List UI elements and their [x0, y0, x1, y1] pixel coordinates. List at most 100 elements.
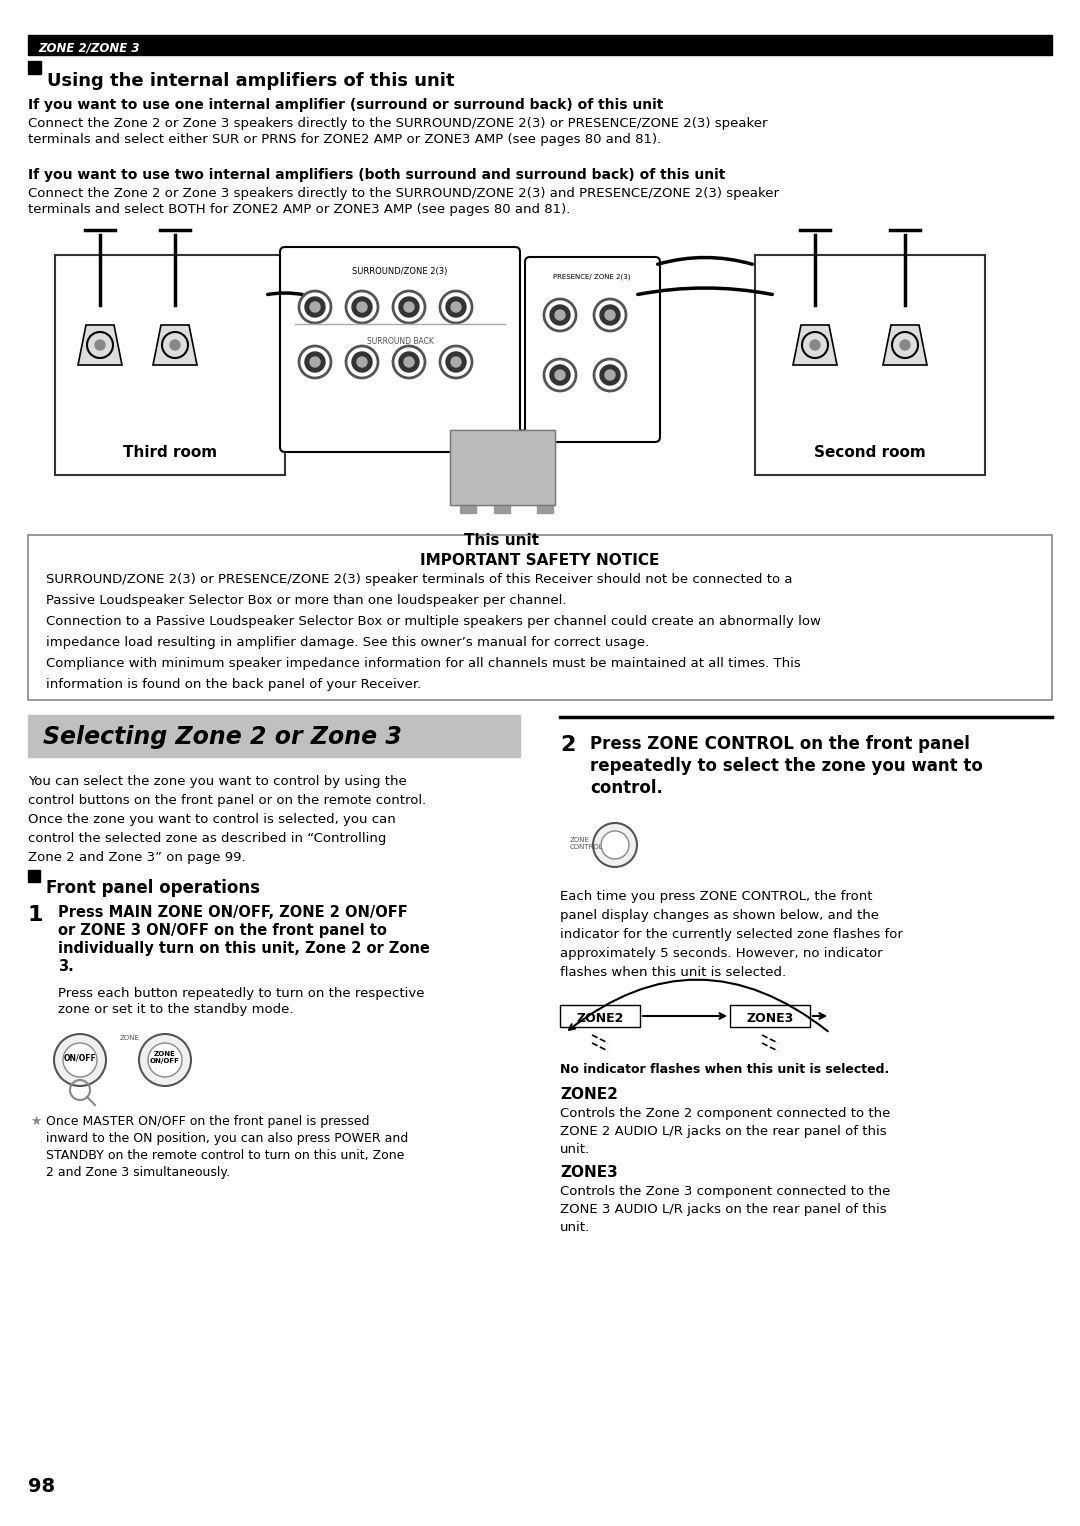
Text: No indicator flashes when this unit is selected.: No indicator flashes when this unit is s…: [561, 1064, 889, 1076]
Circle shape: [446, 298, 465, 317]
Text: zone or set it to the standby mode.: zone or set it to the standby mode.: [58, 1003, 294, 1016]
Circle shape: [593, 823, 637, 867]
Text: Controls the Zone 3 component connected to the: Controls the Zone 3 component connected …: [561, 1186, 890, 1198]
Text: individually turn on this unit, Zone 2 or Zone: individually turn on this unit, Zone 2 o…: [58, 942, 430, 955]
Text: Connect the Zone 2 or Zone 3 speakers directly to the SURROUND/ZONE 2(3) and PRE: Connect the Zone 2 or Zone 3 speakers di…: [28, 188, 779, 200]
Circle shape: [139, 1035, 191, 1087]
Circle shape: [555, 369, 565, 380]
Text: 2: 2: [561, 736, 576, 755]
Text: STANDBY on the remote control to turn on this unit, Zone: STANDBY on the remote control to turn on…: [46, 1149, 404, 1161]
Circle shape: [170, 340, 180, 349]
Polygon shape: [153, 325, 197, 365]
Text: Press MAIN ZONE ON/OFF, ZONE 2 ON/OFF: Press MAIN ZONE ON/OFF, ZONE 2 ON/OFF: [58, 905, 408, 920]
Bar: [755, 255, 985, 475]
Text: If you want to use two internal amplifiers (both surround and surround back) of : If you want to use two internal amplifie…: [28, 168, 726, 182]
Polygon shape: [883, 325, 927, 365]
Circle shape: [310, 357, 320, 366]
Bar: [494, 505, 510, 513]
Circle shape: [600, 832, 629, 859]
Text: indicator for the currently selected zone flashes for: indicator for the currently selected zon…: [561, 928, 903, 942]
Circle shape: [310, 302, 320, 311]
Text: ZONE2: ZONE2: [561, 1087, 618, 1102]
Circle shape: [352, 298, 372, 317]
Text: IMPORTANT SAFETY NOTICE: IMPORTANT SAFETY NOTICE: [420, 552, 660, 568]
Text: This unit: This unit: [464, 533, 540, 548]
Text: Once the zone you want to control is selected, you can: Once the zone you want to control is sel…: [28, 813, 395, 826]
FancyBboxPatch shape: [280, 247, 519, 452]
Text: panel display changes as shown below, and the: panel display changes as shown below, an…: [561, 909, 879, 922]
Bar: [28, 536, 1052, 700]
Circle shape: [305, 298, 325, 317]
Text: 2 and Zone 3 simultaneously.: 2 and Zone 3 simultaneously.: [46, 1166, 230, 1180]
Circle shape: [95, 340, 105, 349]
Text: ZONE3: ZONE3: [561, 1164, 618, 1180]
Text: ZONE 3 AUDIO L/R jacks on the rear panel of this: ZONE 3 AUDIO L/R jacks on the rear panel…: [561, 1202, 887, 1216]
Text: Second room: Second room: [814, 446, 926, 459]
Circle shape: [810, 340, 820, 349]
Circle shape: [555, 310, 565, 320]
Circle shape: [550, 305, 570, 325]
Text: control buttons on the front panel or on the remote control.: control buttons on the front panel or on…: [28, 794, 427, 807]
Bar: [561, 1006, 640, 1027]
Text: Controls the Zone 2 component connected to the: Controls the Zone 2 component connected …: [561, 1106, 890, 1120]
Text: ZONE 2/ZONE 3: ZONE 2/ZONE 3: [38, 41, 139, 55]
Text: ZONE3: ZONE3: [746, 1012, 794, 1024]
Text: Third room: Third room: [123, 446, 217, 459]
Circle shape: [399, 353, 419, 372]
Circle shape: [550, 365, 570, 385]
Text: impedance load resulting in amplifier damage. See this owner’s manual for correc: impedance load resulting in amplifier da…: [46, 636, 649, 649]
Text: SURROUND BACK: SURROUND BACK: [366, 337, 433, 346]
Circle shape: [404, 357, 414, 366]
Circle shape: [451, 357, 461, 366]
Text: approximately 5 seconds. However, no indicator: approximately 5 seconds. However, no ind…: [561, 948, 882, 960]
Text: Passive Loudspeaker Selector Box or more than one loudspeaker per channel.: Passive Loudspeaker Selector Box or more…: [46, 594, 567, 607]
Bar: [450, 430, 555, 505]
Text: ZONE
ON/OFF: ZONE ON/OFF: [150, 1051, 180, 1065]
Text: information is found on the back panel of your Receiver.: information is found on the back panel o…: [46, 678, 421, 691]
Text: If you want to use one internal amplifier (surround or surround back) of this un: If you want to use one internal amplifie…: [28, 98, 663, 111]
Text: flashes when this unit is selected.: flashes when this unit is selected.: [561, 966, 786, 980]
Circle shape: [357, 357, 367, 366]
Bar: [450, 430, 555, 505]
Circle shape: [54, 1035, 106, 1087]
Text: unit.: unit.: [561, 1143, 590, 1157]
Text: Compliance with minimum speaker impedance information for all channels must be m: Compliance with minimum speaker impedanc…: [46, 658, 800, 670]
Circle shape: [357, 302, 367, 311]
Circle shape: [605, 369, 615, 380]
Bar: [28, 716, 519, 757]
Text: terminals and select BOTH for ZONE2 AMP or ZONE3 AMP (see pages 80 and 81).: terminals and select BOTH for ZONE2 AMP …: [28, 203, 570, 217]
Text: Each time you press ZONE CONTROL, the front: Each time you press ZONE CONTROL, the fr…: [561, 890, 873, 903]
Text: Zone 2 and Zone 3” on page 99.: Zone 2 and Zone 3” on page 99.: [28, 852, 245, 864]
Bar: [28, 870, 40, 882]
Text: ZONE
CONTROL: ZONE CONTROL: [570, 836, 604, 850]
Text: ★: ★: [30, 1116, 41, 1128]
Text: You can select the zone you want to control by using the: You can select the zone you want to cont…: [28, 775, 407, 787]
Circle shape: [600, 305, 620, 325]
FancyBboxPatch shape: [525, 256, 660, 443]
Polygon shape: [78, 325, 122, 365]
Text: or ZONE 3 ON/OFF on the front panel to: or ZONE 3 ON/OFF on the front panel to: [58, 923, 387, 938]
Text: unit.: unit.: [561, 1221, 590, 1235]
Text: control.: control.: [590, 778, 663, 797]
Text: terminals and select either SUR or PRNS for ZONE2 AMP or ZONE3 AMP (see pages 80: terminals and select either SUR or PRNS …: [28, 133, 661, 146]
Text: Connect the Zone 2 or Zone 3 speakers directly to the SURROUND/ZONE 2(3) or PRES: Connect the Zone 2 or Zone 3 speakers di…: [28, 118, 768, 130]
Text: 3.: 3.: [58, 958, 73, 974]
Circle shape: [305, 353, 325, 372]
Text: repeatedly to select the zone you want to: repeatedly to select the zone you want t…: [590, 757, 983, 775]
Bar: [28, 61, 41, 73]
Text: Connection to a Passive Loudspeaker Selector Box or multiple speakers per channe: Connection to a Passive Loudspeaker Sele…: [46, 615, 821, 629]
Circle shape: [399, 298, 419, 317]
Circle shape: [63, 1042, 97, 1077]
Polygon shape: [793, 325, 837, 365]
Text: Press ZONE CONTROL on the front panel: Press ZONE CONTROL on the front panel: [590, 736, 970, 752]
Text: Front panel operations: Front panel operations: [46, 879, 260, 897]
Text: SURROUND/ZONE 2(3) or PRESENCE/ZONE 2(3) speaker terminals of this Receiver shou: SURROUND/ZONE 2(3) or PRESENCE/ZONE 2(3)…: [46, 572, 793, 586]
Text: control the selected zone as described in “Controlling: control the selected zone as described i…: [28, 832, 387, 845]
Bar: [730, 1006, 810, 1027]
Bar: [537, 505, 553, 513]
Text: 98: 98: [28, 1477, 55, 1495]
Text: Selecting Zone 2 or Zone 3: Selecting Zone 2 or Zone 3: [43, 725, 402, 749]
Circle shape: [148, 1042, 183, 1077]
Circle shape: [352, 353, 372, 372]
Text: 1: 1: [28, 905, 43, 925]
